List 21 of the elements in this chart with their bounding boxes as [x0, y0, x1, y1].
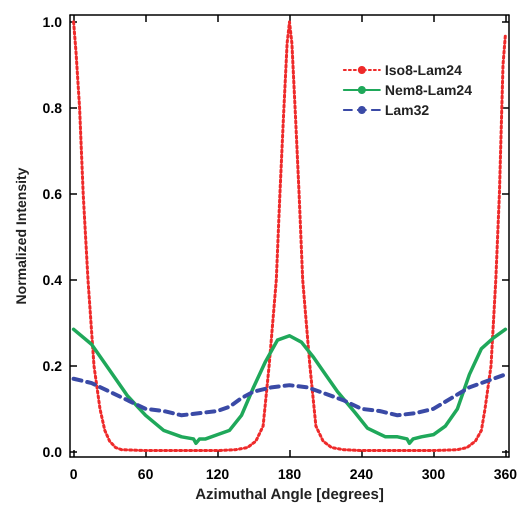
- y-tick-label: 0.8: [42, 100, 62, 116]
- y-tick-label: 0.2: [42, 358, 62, 374]
- line-series: [72, 328, 508, 445]
- y-tick-label: 0.0: [42, 444, 62, 460]
- x-tick-label: 360: [494, 466, 518, 482]
- x-tick-label: 300: [422, 466, 446, 482]
- y-tick-label: 1.0: [42, 14, 62, 30]
- x-tick-label: 120: [206, 466, 230, 482]
- x-tick-label: 180: [278, 466, 302, 482]
- line-series: [72, 20, 507, 452]
- y-tick-label: 0.4: [42, 272, 62, 288]
- y-tick-label: 0.6: [42, 186, 62, 202]
- x-tick-label: 240: [350, 466, 374, 482]
- y-axis-title: Normalized Intensity: [13, 167, 29, 304]
- legend-label: Nem8-Lam24: [384, 82, 472, 98]
- x-axis-title: Azimuthal Angle [degrees]: [195, 486, 384, 503]
- legend-label: Iso8-Lam24: [384, 62, 462, 78]
- x-tick-label: 60: [138, 466, 154, 482]
- x-tick-label: 0: [70, 466, 78, 482]
- legend-label: Lam32: [384, 102, 430, 118]
- line-series: [72, 372, 508, 418]
